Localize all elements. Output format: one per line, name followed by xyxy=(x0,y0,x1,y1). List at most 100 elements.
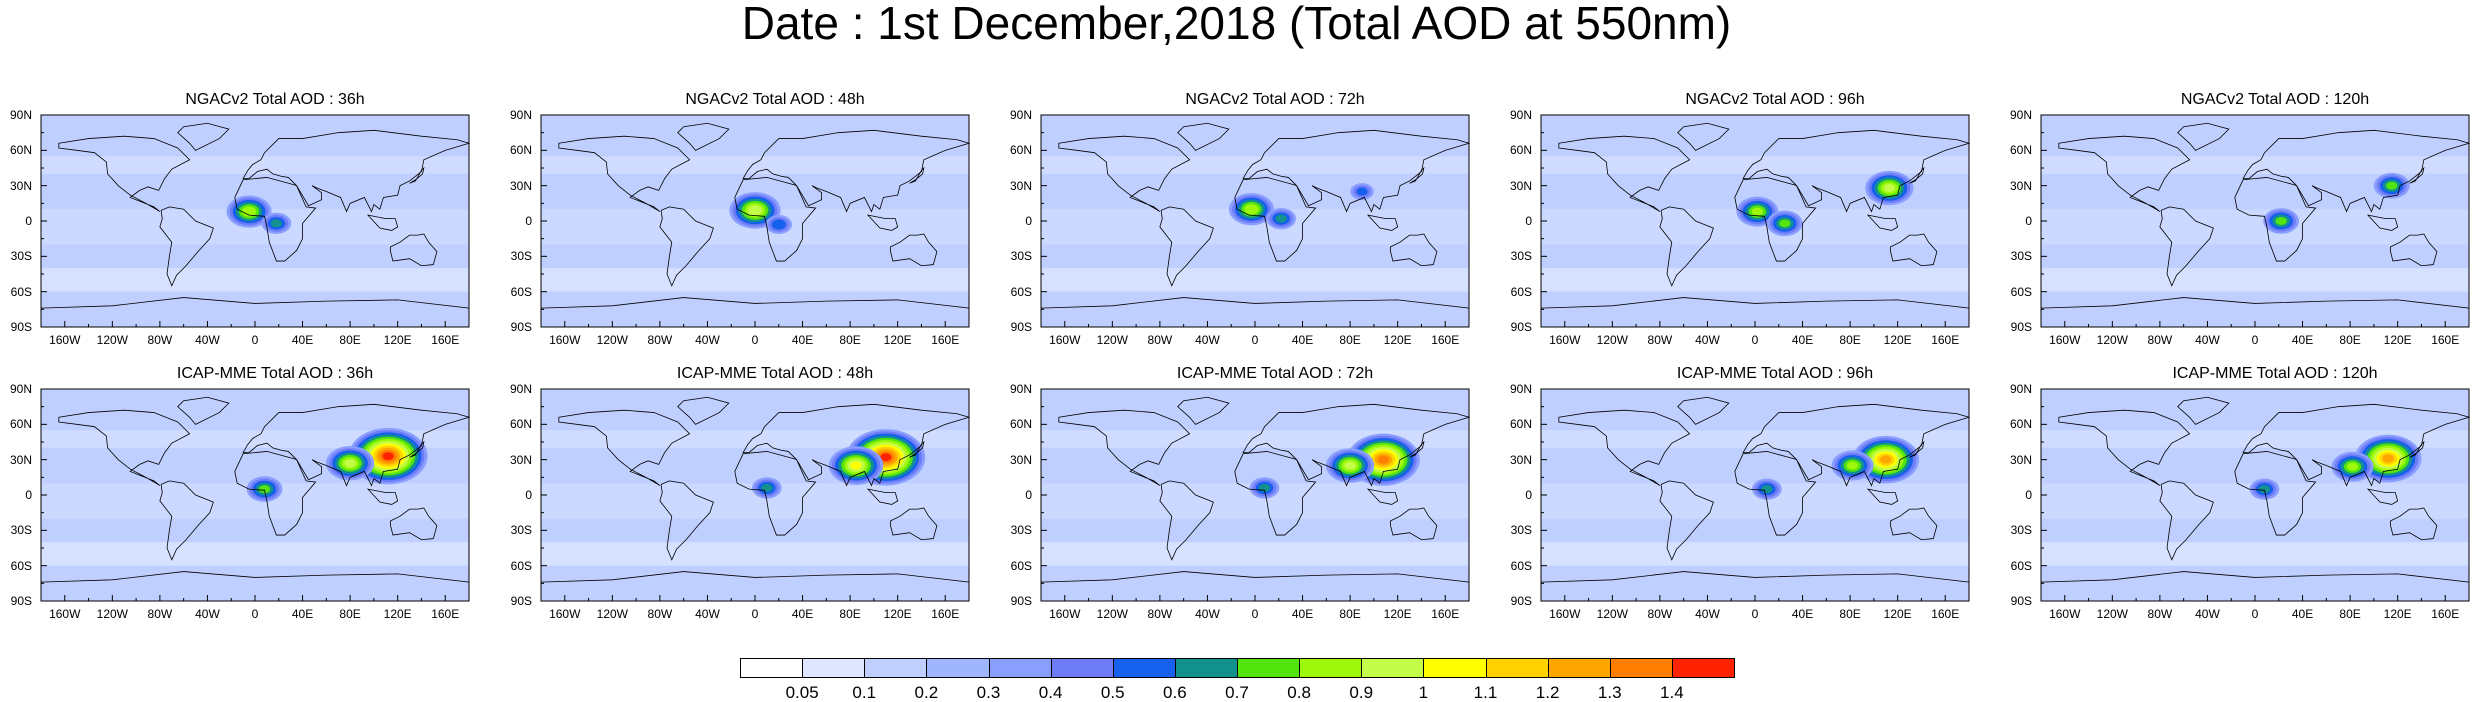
lat-label: 60N xyxy=(10,417,33,432)
coastline xyxy=(242,403,470,487)
coastline xyxy=(1558,135,1691,212)
lat-label: 90N xyxy=(2010,382,2033,396)
lat-label: 90N xyxy=(1010,382,1033,396)
aod-hotspot xyxy=(880,453,892,462)
lat-label: 60S xyxy=(10,284,32,299)
lat-label: 60S xyxy=(1010,558,1032,573)
lon-label: 160W xyxy=(2049,333,2081,347)
lon-label: 120E xyxy=(883,333,912,347)
lat-label: 90N xyxy=(510,382,533,396)
coastline xyxy=(1366,214,1399,231)
coastline xyxy=(1177,396,1230,425)
lat-label: 90S xyxy=(510,594,532,608)
colorbar-swatch xyxy=(1361,658,1425,678)
lat-label: 60N xyxy=(10,143,33,158)
aod-hotspot xyxy=(850,461,862,470)
panel-title: NGACv2 Total AOD : 96h xyxy=(1685,91,1865,108)
lon-label: 40W xyxy=(1195,607,1220,621)
aod-hotspot xyxy=(761,483,773,492)
colorbar-label: 0.1 xyxy=(852,683,877,702)
lon-label: 120E xyxy=(883,607,912,621)
coastline xyxy=(2366,488,2399,505)
lat-label: 30S xyxy=(2010,523,2032,538)
lat-label: 90N xyxy=(510,108,533,122)
coastline xyxy=(909,440,925,458)
lat-label: 60S xyxy=(2010,284,2032,299)
lat-label: 30N xyxy=(10,452,33,467)
aod-map xyxy=(2040,114,2470,328)
aod-map xyxy=(1040,114,1470,328)
lat-label: 0 xyxy=(2025,488,2032,502)
aod-low-band xyxy=(1041,542,1469,566)
coastline xyxy=(1409,440,1425,458)
lon-label: 160W xyxy=(1049,333,1081,347)
aod-hotspot xyxy=(241,206,257,217)
lon-label: 80E xyxy=(339,333,361,347)
lat-label: 90S xyxy=(10,320,32,334)
lon-label: 40W xyxy=(1695,333,1720,347)
aod-low-band xyxy=(41,268,469,292)
lat-label: 60N xyxy=(2010,143,2033,158)
coastline xyxy=(2242,129,2470,213)
coastline xyxy=(234,177,317,262)
coastline xyxy=(1909,440,1925,458)
lat-label: 60S xyxy=(1010,284,1032,299)
lat-label: 0 xyxy=(2025,214,2032,228)
coastline xyxy=(2177,396,2230,425)
lon-label: 160W xyxy=(49,333,81,347)
coastline xyxy=(2242,403,2470,487)
coastline xyxy=(1677,396,1730,425)
lon-label: 40E xyxy=(2291,333,2314,347)
lat-label: 30N xyxy=(1010,452,1033,467)
colorbar-swatch xyxy=(1609,658,1673,678)
coastline xyxy=(2366,214,2399,231)
lat-label: 90S xyxy=(1010,320,1032,334)
lat-label: 90N xyxy=(10,382,33,396)
coastline xyxy=(742,403,970,487)
coastline xyxy=(177,122,230,151)
lon-label: 0 xyxy=(1751,607,1759,621)
lon-label: 160W xyxy=(1049,607,1081,621)
lon-label: 40E xyxy=(2291,607,2314,621)
lat-label: 90S xyxy=(2010,320,2032,334)
lon-label: 0 xyxy=(1251,607,1259,621)
lon-label: 80W xyxy=(147,333,173,347)
aod-background-field xyxy=(541,389,969,601)
lat-label: 30N xyxy=(510,178,533,193)
lon-label: 40W xyxy=(695,607,720,621)
colorbar-label: 0.7 xyxy=(1225,683,1249,702)
colorbar-swatch xyxy=(1423,658,1487,678)
lon-label: 40E xyxy=(791,607,814,621)
lon-label: 40W xyxy=(2195,333,2220,347)
coastline xyxy=(1058,409,1191,486)
lon-label: 160W xyxy=(49,607,81,621)
coastline xyxy=(2234,177,2317,262)
aod-low-band xyxy=(1041,156,1469,174)
aod-hotspot xyxy=(2258,485,2271,494)
coastline xyxy=(1242,403,1470,487)
map-panel: NGACv2 Total AOD : 36h 90N 60N 30N 0 30S 60S 90… xyxy=(10,92,510,347)
aod-low-band xyxy=(2041,209,2469,245)
map-panel: ICAP-MME Total AOD : 48h 90N 60N 30N 0 30S 60S… xyxy=(510,366,1010,621)
aod-low-band xyxy=(1541,542,1969,566)
lon-label: 160E xyxy=(431,333,460,347)
lat-label: 30S xyxy=(10,523,32,538)
lon-label: 120W xyxy=(1096,333,1128,347)
coastline xyxy=(1734,451,1817,536)
coastline xyxy=(366,214,399,231)
aod-hotspot xyxy=(270,219,282,228)
colorbar-label: 1.4 xyxy=(1660,683,1684,702)
coastline xyxy=(1409,166,1425,184)
lon-label: 120W xyxy=(1096,607,1128,621)
lon-label: 40E xyxy=(791,333,814,347)
coastline xyxy=(734,451,817,536)
lon-label: 120W xyxy=(96,333,128,347)
aod-hotspot xyxy=(2382,454,2394,463)
lon-label: 80W xyxy=(1647,607,1673,621)
lon-label: 80W xyxy=(2147,607,2173,621)
lon-label: 0 xyxy=(251,607,259,621)
aod-low-band xyxy=(541,542,969,566)
aod-hotspot xyxy=(1883,184,1895,193)
colorbar-label: 1.3 xyxy=(1597,683,1622,702)
lat-label: 30S xyxy=(2010,249,2032,264)
